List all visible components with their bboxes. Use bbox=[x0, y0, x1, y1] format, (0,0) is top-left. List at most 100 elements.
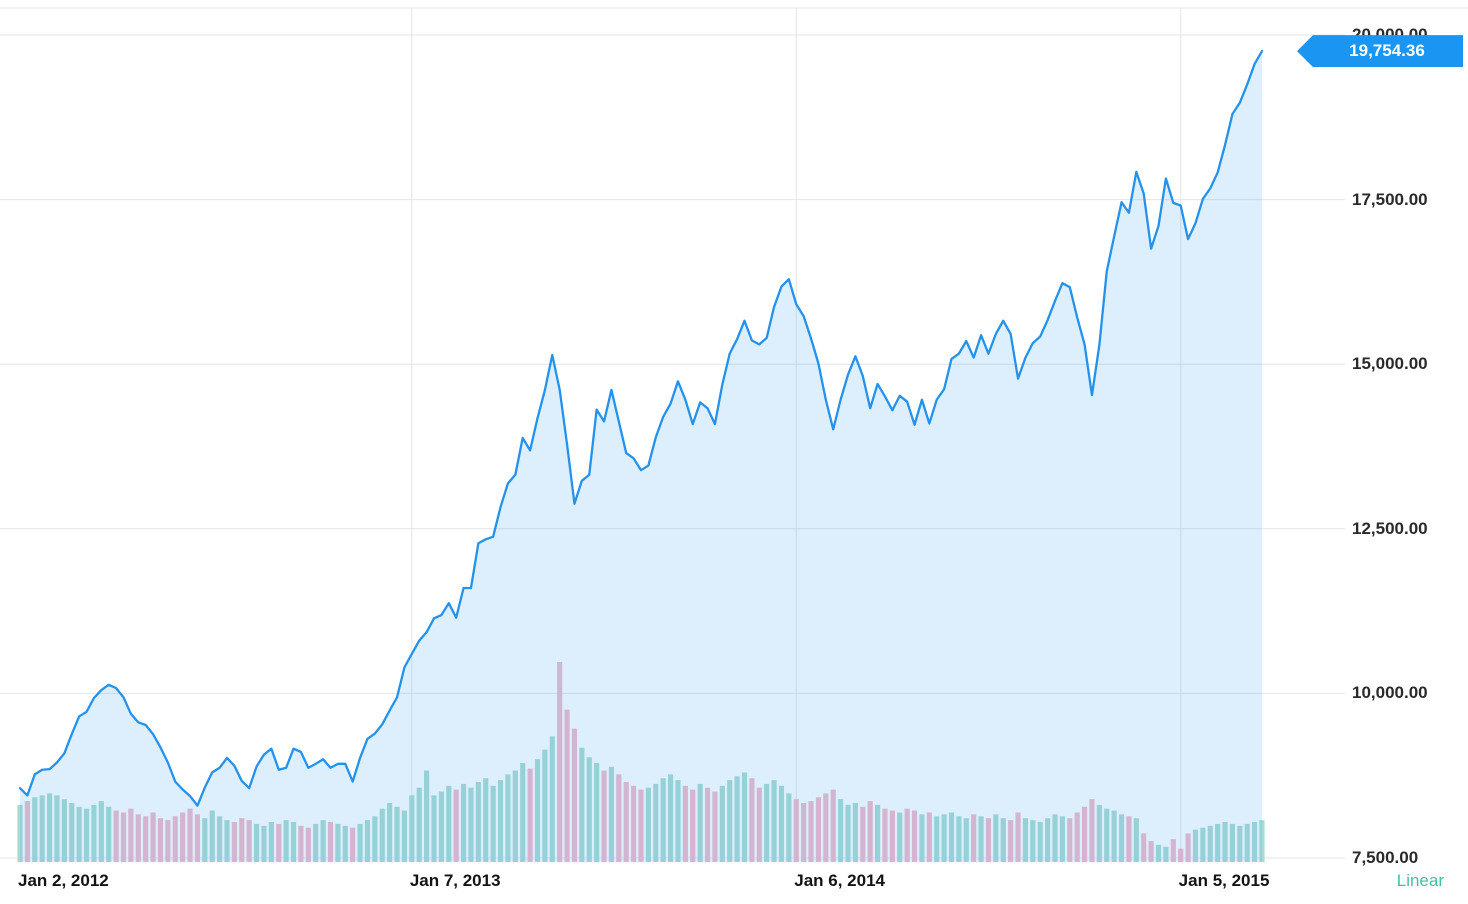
volume-bar bbox=[1015, 812, 1021, 862]
volume-bar bbox=[557, 662, 563, 862]
volume-bar bbox=[971, 814, 977, 862]
volume-bar bbox=[379, 808, 385, 862]
volume-bar bbox=[69, 802, 75, 862]
volume-bar bbox=[512, 770, 518, 862]
volume-bar bbox=[874, 804, 881, 862]
volume-bar bbox=[645, 787, 651, 862]
volume-bar bbox=[1133, 818, 1139, 862]
volume-bar bbox=[209, 810, 215, 862]
x-axis-label: Jan 2, 2012 bbox=[18, 871, 109, 890]
scale-toggle-linear[interactable]: Linear bbox=[1396, 871, 1444, 890]
volume-bar bbox=[771, 780, 777, 862]
volume-bar bbox=[180, 812, 186, 862]
volume-bar bbox=[475, 782, 481, 862]
volume-bar bbox=[586, 757, 592, 862]
volume-bar bbox=[675, 780, 681, 862]
volume-bar bbox=[113, 810, 119, 862]
volume-bar bbox=[756, 787, 762, 862]
volume-bar bbox=[889, 810, 895, 862]
y-axis-label: 10,000.00 bbox=[1352, 683, 1428, 703]
volume-bar bbox=[616, 774, 622, 862]
volume-bar bbox=[483, 778, 489, 862]
volume-bar bbox=[1252, 822, 1258, 862]
volume-bar bbox=[98, 801, 104, 862]
volume-bar bbox=[505, 774, 511, 862]
volume-bar bbox=[1215, 823, 1221, 862]
x-axis-label: Jan 5, 2015 bbox=[1178, 871, 1270, 890]
volume-bar bbox=[956, 816, 962, 862]
volume-bar bbox=[1008, 820, 1014, 862]
volume-bar bbox=[24, 801, 30, 862]
volume-bar bbox=[106, 806, 112, 862]
volume-bar bbox=[542, 749, 548, 862]
volume-bar bbox=[342, 825, 348, 862]
volume-bar bbox=[860, 806, 866, 862]
volume-bar bbox=[904, 808, 910, 862]
x-axis-label: Jan 6, 2014 bbox=[794, 871, 885, 890]
volume-bar bbox=[357, 823, 363, 862]
volume-bar bbox=[290, 822, 297, 862]
volume-bar bbox=[135, 814, 141, 862]
volume-bar bbox=[438, 791, 444, 862]
volume-bar bbox=[801, 802, 807, 862]
y-axis-label: 15,000.00 bbox=[1352, 354, 1428, 374]
volume-bar bbox=[815, 797, 822, 862]
volume-bar bbox=[194, 814, 201, 862]
volume-bar bbox=[1104, 808, 1110, 862]
volume-bar bbox=[667, 774, 674, 862]
volume-bar bbox=[527, 768, 533, 862]
volume-bar bbox=[697, 783, 703, 862]
volume-bar bbox=[453, 789, 459, 862]
volume-bar bbox=[231, 822, 237, 862]
volume-bar bbox=[261, 825, 267, 862]
volume-bar bbox=[401, 810, 408, 862]
volume-bar bbox=[1141, 833, 1147, 862]
volume-bar bbox=[1185, 833, 1191, 862]
volume-bar bbox=[1081, 806, 1088, 862]
volume-bar bbox=[424, 770, 430, 862]
volume-bar bbox=[631, 785, 637, 862]
volume-bar bbox=[32, 797, 38, 862]
volume-bar bbox=[61, 799, 67, 862]
volume-bar bbox=[1022, 818, 1029, 862]
volume-bar bbox=[1148, 841, 1154, 862]
volume-bar bbox=[1222, 822, 1228, 862]
volume-bar bbox=[1037, 822, 1043, 862]
volume-bar bbox=[76, 806, 82, 862]
volume-bar bbox=[1000, 818, 1006, 862]
volume-bar bbox=[1074, 812, 1080, 862]
volume-bar bbox=[1170, 839, 1176, 862]
volume-bar bbox=[919, 814, 925, 862]
y-axis-label: 12,500.00 bbox=[1352, 518, 1428, 538]
volume-bar bbox=[727, 780, 733, 862]
volume-bar bbox=[934, 816, 940, 862]
volume-bar bbox=[39, 795, 45, 862]
volume-bar bbox=[579, 747, 585, 862]
volume-bar bbox=[497, 780, 504, 862]
volume-bar bbox=[741, 772, 748, 862]
volume-bar bbox=[690, 789, 696, 862]
volume-bar bbox=[1052, 814, 1058, 862]
volume-bar bbox=[1111, 810, 1117, 862]
volume-bar bbox=[490, 785, 496, 862]
volume-bar bbox=[534, 759, 541, 862]
volume-bar bbox=[549, 736, 555, 862]
volume-bar bbox=[845, 804, 851, 862]
volume-bar bbox=[993, 814, 999, 862]
volume-bar bbox=[867, 801, 873, 862]
volume-bar bbox=[786, 793, 792, 862]
volume-bar bbox=[623, 782, 629, 862]
volume-bar bbox=[978, 816, 984, 862]
volume-bar bbox=[882, 808, 888, 862]
volume-bar bbox=[460, 783, 467, 862]
volume-bar bbox=[682, 785, 688, 862]
volume-bar bbox=[749, 778, 755, 862]
volume-bar bbox=[1237, 825, 1243, 862]
volume-bar bbox=[217, 816, 223, 862]
volume-bar bbox=[941, 814, 947, 862]
price-area bbox=[20, 51, 1262, 862]
volume-bar bbox=[268, 822, 274, 862]
volume-bar bbox=[83, 808, 90, 862]
